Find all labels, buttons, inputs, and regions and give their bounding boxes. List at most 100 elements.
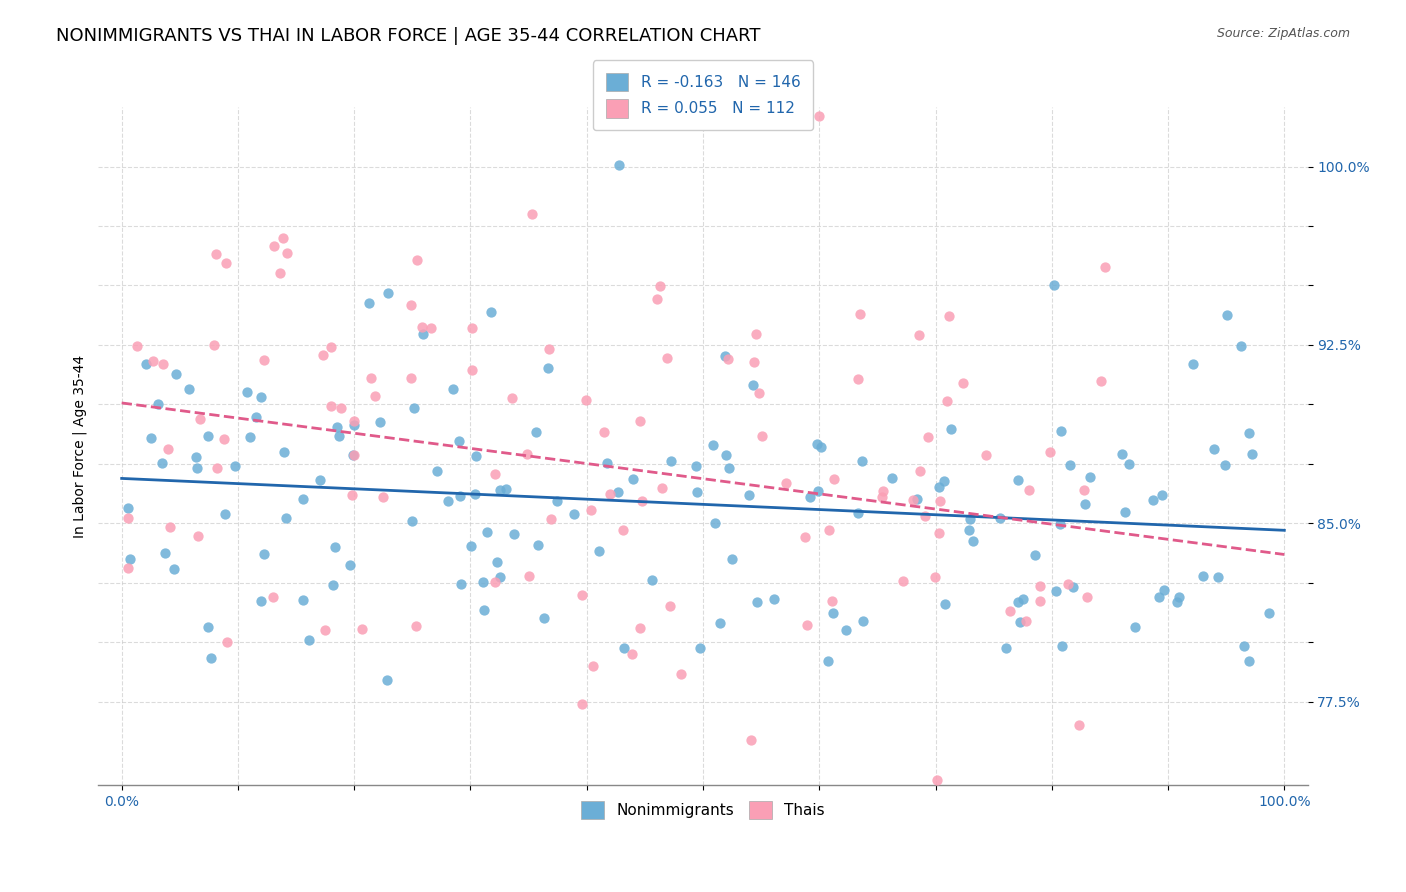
Point xyxy=(775,475,797,490)
Point xyxy=(914,509,936,524)
Point xyxy=(657,351,679,366)
Point xyxy=(1057,576,1080,591)
Point xyxy=(651,482,673,496)
Point xyxy=(1216,308,1239,322)
Point xyxy=(401,514,423,528)
Point xyxy=(371,490,394,504)
Point xyxy=(484,575,506,590)
Point xyxy=(1153,583,1175,598)
Point xyxy=(835,623,858,637)
Point xyxy=(628,621,651,635)
Point xyxy=(799,490,821,504)
Point xyxy=(806,437,828,451)
Point xyxy=(399,371,422,385)
Point xyxy=(934,597,956,611)
Point xyxy=(669,667,692,681)
Point xyxy=(599,487,621,501)
Point xyxy=(329,401,352,416)
Point xyxy=(1239,654,1261,668)
Point xyxy=(579,502,602,516)
Point xyxy=(204,246,226,260)
Point xyxy=(165,367,187,381)
Point xyxy=(340,488,363,502)
Point xyxy=(974,448,997,462)
Point xyxy=(441,382,464,396)
Text: Source: ZipAtlas.com: Source: ZipAtlas.com xyxy=(1216,27,1350,40)
Point xyxy=(846,507,869,521)
Point xyxy=(342,448,364,462)
Point xyxy=(375,673,398,687)
Point xyxy=(536,360,558,375)
Point xyxy=(426,464,449,478)
Point xyxy=(276,246,298,260)
Point xyxy=(360,371,382,385)
Point xyxy=(142,353,165,368)
Point xyxy=(821,606,844,620)
Point xyxy=(807,110,830,124)
Point xyxy=(274,511,297,525)
Point xyxy=(1028,579,1050,593)
Point xyxy=(447,434,470,448)
Point xyxy=(747,595,769,609)
Point xyxy=(988,511,1011,525)
Point xyxy=(188,412,211,426)
Point xyxy=(659,454,682,468)
Point xyxy=(117,561,139,575)
Point xyxy=(612,523,634,537)
Point xyxy=(593,425,616,439)
Point xyxy=(763,592,786,607)
Point xyxy=(245,410,267,425)
Point xyxy=(472,602,495,616)
Point xyxy=(872,484,894,499)
Point xyxy=(685,459,707,474)
Point xyxy=(212,432,235,446)
Point xyxy=(322,578,344,592)
Point xyxy=(658,599,681,614)
Point xyxy=(292,491,315,506)
Point xyxy=(464,450,486,464)
Point xyxy=(689,640,711,655)
Point xyxy=(214,507,236,521)
Point xyxy=(704,516,727,531)
Point xyxy=(533,611,555,625)
Point xyxy=(1024,549,1046,563)
Text: NONIMMIGRANTS VS THAI IN LABOR FORCE | AGE 35-44 CORRELATION CHART: NONIMMIGRANTS VS THAI IN LABOR FORCE | A… xyxy=(56,27,761,45)
Point xyxy=(323,541,346,555)
Point xyxy=(748,385,770,400)
Point xyxy=(959,512,981,526)
Point xyxy=(717,351,740,366)
Point xyxy=(481,305,503,319)
Point xyxy=(880,471,903,485)
Point xyxy=(1202,442,1225,456)
Point xyxy=(817,654,839,668)
Point xyxy=(821,594,844,608)
Point xyxy=(368,415,391,429)
Point xyxy=(202,337,225,351)
Point xyxy=(419,321,441,335)
Point xyxy=(489,570,512,584)
Point xyxy=(1007,594,1029,608)
Point xyxy=(197,428,219,442)
Point xyxy=(292,592,315,607)
Point xyxy=(249,390,271,404)
Point xyxy=(262,590,284,604)
Point xyxy=(932,474,955,488)
Point xyxy=(702,438,724,452)
Point xyxy=(163,562,186,576)
Point xyxy=(938,309,960,323)
Point xyxy=(1078,469,1101,483)
Point xyxy=(406,252,429,267)
Point xyxy=(648,279,671,293)
Point xyxy=(588,544,610,558)
Point xyxy=(401,298,423,312)
Point xyxy=(1028,593,1050,607)
Point xyxy=(215,635,238,649)
Point xyxy=(343,418,366,433)
Point xyxy=(1015,614,1038,628)
Point xyxy=(253,352,276,367)
Point xyxy=(520,207,543,221)
Point xyxy=(720,551,742,566)
Point xyxy=(179,382,201,396)
Point xyxy=(156,442,179,457)
Point xyxy=(1094,260,1116,274)
